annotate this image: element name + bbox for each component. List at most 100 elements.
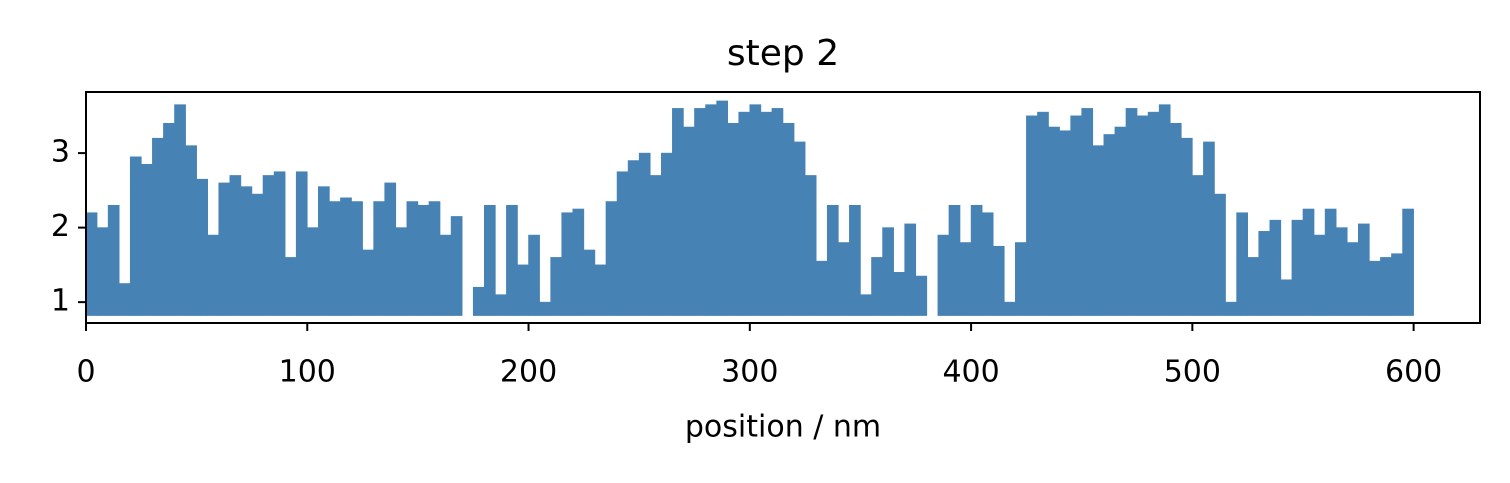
- bar: [1324, 208, 1337, 316]
- bar: [483, 204, 496, 316]
- bar: [1059, 130, 1071, 316]
- bar: [694, 108, 706, 316]
- bar: [174, 104, 186, 316]
- bar: [1258, 231, 1271, 316]
- bar: [362, 249, 374, 316]
- x-tick-label: 500: [1164, 355, 1221, 390]
- bar: [1335, 227, 1348, 316]
- bar: [1103, 134, 1116, 316]
- bar: [251, 193, 264, 316]
- bar: [1169, 122, 1182, 316]
- x-tick-label: 100: [279, 355, 336, 390]
- bar: [284, 257, 297, 316]
- bar: [85, 212, 98, 316]
- x-tick-label: 300: [721, 355, 778, 390]
- bar: [1358, 223, 1370, 316]
- y-tick-label: 2: [51, 209, 70, 244]
- x-tick-label: 600: [1385, 355, 1442, 390]
- bar: [539, 301, 551, 316]
- bar: [760, 111, 773, 316]
- bar: [672, 108, 684, 316]
- bar: [1026, 115, 1038, 316]
- bar: [804, 175, 817, 316]
- bar: [373, 201, 386, 316]
- bar: [1081, 108, 1094, 316]
- bar: [749, 104, 762, 316]
- bar: [627, 160, 640, 316]
- bar: [1147, 111, 1160, 316]
- bar: [218, 182, 231, 316]
- bar: [1225, 301, 1237, 316]
- bar: [661, 152, 673, 316]
- bar: [306, 227, 319, 316]
- bar: [1214, 193, 1226, 316]
- bar: [605, 201, 618, 316]
- bar: [229, 175, 242, 316]
- bar: [550, 257, 563, 316]
- bar: [871, 257, 883, 316]
- bar: [495, 294, 507, 316]
- x-axis-label: position / nm: [685, 410, 881, 445]
- bar: [738, 111, 751, 316]
- bar: [782, 122, 795, 316]
- bar: [683, 126, 695, 316]
- bar: [428, 201, 441, 316]
- bar: [141, 163, 153, 316]
- bar: [638, 152, 651, 316]
- bar: [849, 204, 861, 316]
- bar: [882, 227, 894, 316]
- bar: [1380, 257, 1392, 316]
- bar: [705, 104, 717, 316]
- bar: [915, 275, 928, 316]
- chart-title: step 2: [727, 33, 839, 74]
- bar: [406, 201, 419, 316]
- x-tick-label: 200: [500, 355, 557, 390]
- bar: [273, 171, 286, 316]
- bar: [716, 100, 728, 316]
- bar: [1003, 301, 1016, 316]
- bar: [1136, 115, 1149, 316]
- bar: [1247, 257, 1260, 316]
- bar: [439, 234, 452, 316]
- bar: [351, 201, 363, 316]
- bar: [196, 178, 208, 316]
- bar: [649, 175, 662, 316]
- bar: [528, 234, 540, 316]
- bar: [1346, 242, 1359, 316]
- bar: [1291, 219, 1304, 316]
- bar: [1125, 108, 1138, 316]
- bar: [517, 264, 529, 316]
- y-tick-label: 1: [51, 284, 70, 319]
- bar: [450, 216, 463, 316]
- bar: [1070, 115, 1083, 316]
- bar: [417, 204, 430, 316]
- bar: [262, 175, 275, 316]
- bar: [1236, 212, 1248, 316]
- bar: [295, 171, 308, 316]
- bar: [1203, 141, 1215, 316]
- bar: [1015, 242, 1027, 316]
- bar: [893, 272, 905, 316]
- bar: [329, 201, 341, 316]
- bar: [207, 234, 220, 316]
- bar: [1158, 104, 1171, 316]
- bar: [1280, 279, 1293, 316]
- bar: [970, 204, 983, 316]
- bar: [240, 186, 253, 316]
- bar: [815, 260, 828, 316]
- bar: [384, 182, 397, 316]
- bar: [992, 245, 1005, 316]
- bar: [904, 223, 917, 316]
- bar: [860, 294, 872, 316]
- bar: [1048, 126, 1060, 316]
- bar: [506, 204, 518, 316]
- bar: [583, 249, 596, 316]
- x-tick-label: 400: [942, 355, 999, 390]
- bar: [616, 171, 629, 316]
- bar: [948, 204, 961, 316]
- bar: [129, 156, 142, 316]
- bar: [1269, 219, 1282, 316]
- bar: [1192, 175, 1204, 316]
- bar: [572, 208, 585, 316]
